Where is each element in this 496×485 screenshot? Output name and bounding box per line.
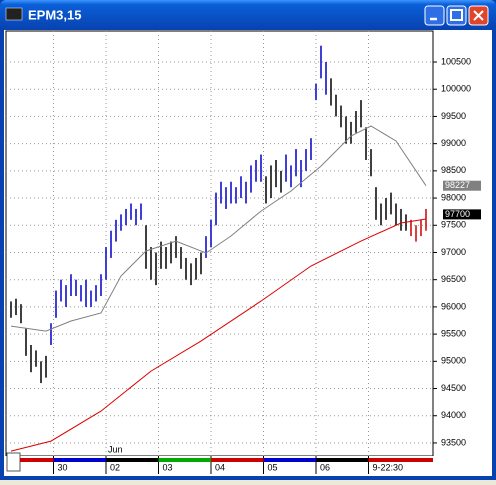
session-segment: [158, 458, 211, 462]
window-title: EPM3,15: [28, 7, 81, 22]
title-bar: [0, 0, 496, 30]
y-tick-label: 97500: [441, 220, 466, 230]
price-label: 97700: [445, 209, 470, 219]
y-tick-label: 100000: [441, 84, 471, 94]
maximize-button[interactable]: [446, 5, 467, 26]
y-tick-label: 94500: [441, 383, 466, 393]
moving-average-line: [10, 125, 427, 332]
y-tick-label: 100500: [441, 56, 471, 66]
app-icon: [5, 7, 23, 21]
x-tick-label: 9-22:30: [373, 462, 404, 472]
session-segment: [263, 458, 316, 462]
y-tick-label: 99000: [441, 138, 466, 148]
session-segment: [316, 458, 369, 462]
y-tick-label: 99500: [441, 111, 466, 121]
x-tick-label: 05: [268, 462, 278, 472]
price-label-box: [443, 180, 481, 191]
y-tick-label: 98000: [441, 192, 466, 202]
minimize-button[interactable]: [424, 5, 445, 26]
moving-average-line: [10, 218, 427, 452]
session-segment: [53, 458, 106, 462]
x-tick-label: 04: [215, 462, 225, 472]
y-tick-label: 98500: [441, 165, 466, 175]
x-tick-label: 06: [320, 462, 330, 472]
session-segment: [368, 458, 433, 462]
price-label-box: [443, 209, 481, 220]
y-tick-label: 95500: [441, 328, 466, 338]
session-segment: [211, 458, 264, 462]
y-tick-label: 96000: [441, 301, 466, 311]
y-tick-label: 94000: [441, 410, 466, 420]
price-label: 98227: [445, 180, 470, 190]
x-tick-label: 03: [163, 462, 173, 472]
x-tick-label: 02: [110, 462, 120, 472]
window-buttons[interactable]: [424, 5, 489, 26]
y-tick-label: 96500: [441, 274, 466, 284]
scroll-box[interactable]: [6, 452, 21, 472]
session-segment: [20, 458, 54, 462]
x-tick-label: 30: [58, 462, 68, 472]
y-tick-label: 95000: [441, 356, 466, 366]
session-segment: [106, 458, 159, 462]
y-tick-label: 93500: [441, 437, 466, 447]
month-label: Jun: [108, 444, 123, 454]
y-tick-label: 97000: [441, 247, 466, 257]
